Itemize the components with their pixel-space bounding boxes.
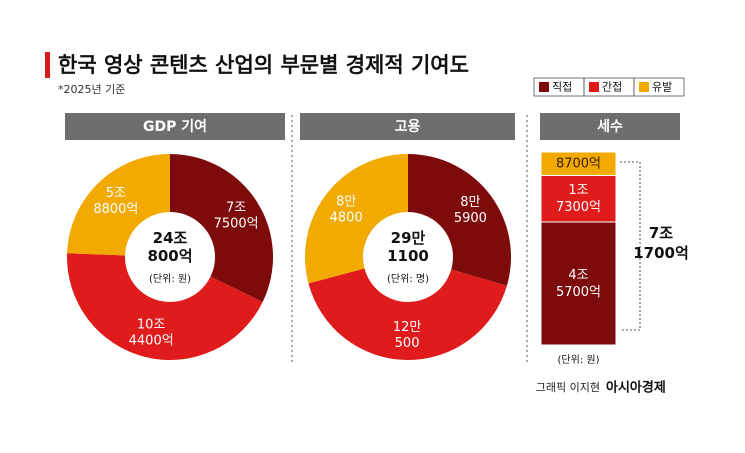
panel-title: GDP 기여 <box>143 118 207 135</box>
panel-header <box>540 113 680 140</box>
donut-slice <box>170 154 273 303</box>
legend-swatch <box>589 82 599 92</box>
title-accent <box>45 52 50 78</box>
bar-segment <box>540 151 617 176</box>
credit-author: 그래픽 이지현 <box>536 381 600 394</box>
value-label-line: 1조 <box>568 183 588 198</box>
value-label-line: 4400억 <box>129 333 174 348</box>
value-label: 10조 4400억 <box>129 317 174 348</box>
value-label: 1조 7300억 <box>556 183 601 215</box>
total-label-line: 800억 <box>147 247 192 265</box>
panel-header <box>300 113 515 140</box>
value-label-line: 7300억 <box>556 200 601 215</box>
total-label-line: 1700억 <box>633 244 689 262</box>
legend-frame <box>633 77 685 97</box>
donut-slice <box>305 154 408 284</box>
value-label-line: 5900 <box>454 211 487 226</box>
value-label: 8만 4800 <box>330 194 363 225</box>
value-label: 7조 7500억 <box>214 200 259 231</box>
value-label-line: 7조 <box>226 200 246 215</box>
donut-slice <box>67 154 170 256</box>
value-label-line: 10조 <box>137 317 166 332</box>
bracket <box>620 161 641 331</box>
donut-slice <box>408 154 512 286</box>
value-label: 8700억 <box>556 156 601 171</box>
panel-title: 고용 <box>395 119 421 135</box>
value-label-line: 8만 <box>336 194 356 209</box>
total-label-line: 29만 <box>391 229 426 247</box>
value-label-line: 8700억 <box>556 156 601 171</box>
legend-label: 직접 <box>552 81 572 94</box>
legend-label: 유발 <box>652 81 672 94</box>
value-label-line: 8만 <box>460 195 480 210</box>
value-label-line: 500 <box>395 335 420 350</box>
value-label-line: 8800억 <box>93 201 138 216</box>
value-label-line: 4800 <box>330 210 363 225</box>
value-label-line: 5조 <box>106 185 126 200</box>
title: 한국 영상 콘텐츠 산업의 부문별 경제적 기여도 <box>58 53 469 77</box>
donut-slice <box>67 253 263 360</box>
donut-slice <box>308 268 507 360</box>
total-label: 24조 800억 <box>147 229 192 265</box>
value-label: 5조 8800억 <box>93 185 138 216</box>
unit: (단위: 원) <box>149 272 191 285</box>
value-label-line: 4조 <box>568 267 588 282</box>
value-label-line: 5700억 <box>556 284 601 299</box>
legend-label: 간접 <box>602 81 622 94</box>
total-label-line: 1100 <box>387 247 429 265</box>
value-label: 4조 5700억 <box>556 267 601 299</box>
total-label: 7조 1700억 <box>633 224 689 262</box>
note: *2025년 기준 <box>58 83 125 96</box>
value-label-line: 12만 <box>393 319 422 334</box>
value-label-line: 7500억 <box>214 216 259 231</box>
legend-swatch <box>539 82 549 92</box>
bar-segment <box>540 221 617 346</box>
panel-header <box>65 113 285 140</box>
credit-outlet: 아시아경제 <box>606 380 666 396</box>
total-label-line: 24조 <box>153 229 188 247</box>
unit: (단위: 명) <box>387 272 429 285</box>
unit: (단위: 원) <box>558 353 600 366</box>
total-label-line: 7조 <box>649 224 673 242</box>
value-label: 8만 5900 <box>454 195 487 226</box>
total-label: 29만 1100 <box>387 229 429 265</box>
value-label: 12만 500 <box>393 319 422 350</box>
legend-swatch <box>639 82 649 92</box>
panel-title: 세수 <box>597 119 623 135</box>
